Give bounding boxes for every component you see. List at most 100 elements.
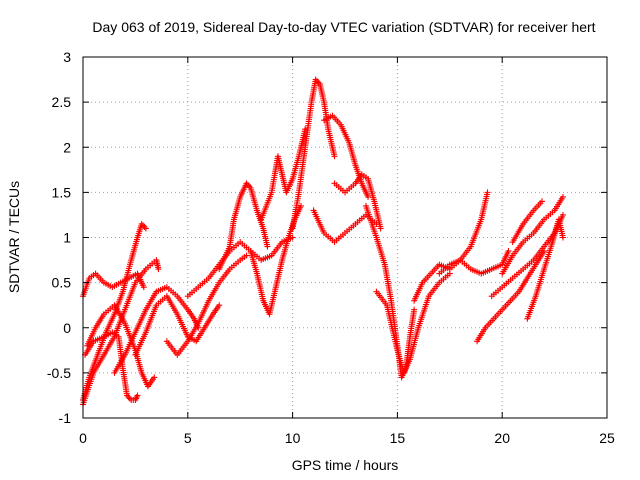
- data-marker-run: [381, 261, 394, 302]
- x-tick-label: 25: [599, 430, 615, 446]
- data-marker-run: [321, 113, 334, 124]
- data-marker-run: [289, 155, 302, 182]
- data-marker-run: [331, 231, 346, 246]
- data-marker-run: [371, 198, 384, 230]
- series-track-22: [488, 211, 566, 300]
- series-track-20: [436, 248, 512, 277]
- data-marker-run: [126, 271, 139, 282]
- data-marker-run: [268, 240, 284, 259]
- data-marker-run: [119, 365, 130, 397]
- y-tick-label: 1: [63, 230, 71, 246]
- data-marker-run: [205, 263, 221, 282]
- data-marker-run: [467, 266, 483, 276]
- y-tick-label: 3: [63, 49, 71, 65]
- x-tick-label: 10: [285, 430, 301, 446]
- series-track-25: [509, 198, 546, 246]
- data-marker-run: [436, 263, 451, 277]
- series-track-19: [411, 189, 491, 304]
- data-marker-run: [138, 220, 148, 230]
- data-marker-run: [258, 191, 274, 223]
- x-tick-label: 15: [390, 430, 406, 446]
- data-marker-run: [321, 229, 336, 244]
- data-marker-run: [142, 290, 159, 313]
- data-marker-run: [226, 258, 242, 273]
- data-marker-run: [216, 268, 232, 286]
- data-marker-run: [195, 299, 211, 327]
- data-marker-run: [153, 285, 168, 295]
- data-marker-run: [230, 195, 243, 223]
- data-marker-run: [121, 331, 138, 358]
- data-marker: [297, 202, 304, 209]
- data-marker-run: [358, 171, 369, 181]
- data-marker-run: [295, 146, 308, 196]
- series-track-15: [321, 112, 372, 200]
- data-marker-run: [383, 302, 400, 352]
- data-marker-run: [266, 286, 279, 318]
- x-tick-label: 0: [79, 430, 87, 446]
- data-marker-run: [308, 78, 319, 106]
- data-marker-run: [312, 76, 322, 86]
- data-marker-run: [109, 280, 122, 291]
- data-marker: [216, 302, 223, 309]
- data-marker-run: [373, 288, 389, 307]
- data-marker: [559, 211, 566, 218]
- data-marker-run: [128, 236, 140, 264]
- data-marker-run: [205, 281, 222, 304]
- data-marker-run: [82, 340, 96, 358]
- data-marker-run: [163, 284, 179, 298]
- data-marker-run: [209, 303, 221, 318]
- data-marker-run: [283, 177, 295, 196]
- data-marker: [134, 392, 141, 399]
- series-track-17: [362, 202, 418, 381]
- data-marker-run: [530, 200, 544, 214]
- series-markers: [80, 76, 566, 408]
- data-marker-run: [478, 191, 491, 223]
- y-tick-label: -0.5: [47, 365, 71, 381]
- data-marker: [559, 193, 566, 200]
- grid-lines: [83, 57, 607, 418]
- data-marker-run: [258, 253, 273, 264]
- data-marker-run: [365, 175, 377, 203]
- data-marker-run: [499, 276, 514, 291]
- data-marker-run: [490, 308, 504, 322]
- data-marker-run: [237, 239, 252, 253]
- data-marker-run: [92, 270, 106, 284]
- data-marker-run: [80, 277, 92, 300]
- data-marker-run: [90, 334, 105, 345]
- data-marker-run: [541, 209, 556, 223]
- data-marker-run: [103, 313, 117, 336]
- data-marker-run: [524, 295, 538, 322]
- data-marker-run: [310, 207, 327, 234]
- data-marker-run: [247, 184, 260, 212]
- data-marker-run: [163, 293, 180, 316]
- y-tick-label: 2.5: [52, 94, 72, 110]
- data-marker-run: [520, 209, 536, 227]
- data-marker-run: [515, 277, 530, 295]
- data-marker: [140, 284, 147, 291]
- data-marker-run: [411, 281, 425, 304]
- data-marker-run: [100, 335, 117, 358]
- series-track-4: [80, 257, 162, 408]
- data-marker-run: [329, 112, 343, 126]
- data-marker: [377, 225, 384, 232]
- data-marker-run: [195, 276, 210, 291]
- data-marker-run: [153, 294, 168, 309]
- plot-frame: [82, 56, 608, 419]
- data-marker-run: [90, 353, 106, 376]
- y-axis-label: SDTVAR / TECUs: [6, 181, 22, 293]
- data-marker-run: [132, 331, 148, 358]
- data-marker-run: [499, 249, 511, 268]
- data-marker-run: [346, 139, 358, 167]
- data-marker-run: [237, 254, 248, 264]
- data-marker-run: [499, 254, 515, 277]
- series-track-5: [84, 302, 158, 390]
- data-marker-run: [132, 393, 140, 403]
- data-marker-run: [100, 279, 114, 290]
- series-track-12: [258, 126, 309, 223]
- data-marker-run: [406, 326, 421, 363]
- data-marker-run: [474, 326, 488, 345]
- data-marker-run: [532, 249, 546, 268]
- data-marker-run: [467, 218, 484, 250]
- data-marker-run: [84, 326, 98, 349]
